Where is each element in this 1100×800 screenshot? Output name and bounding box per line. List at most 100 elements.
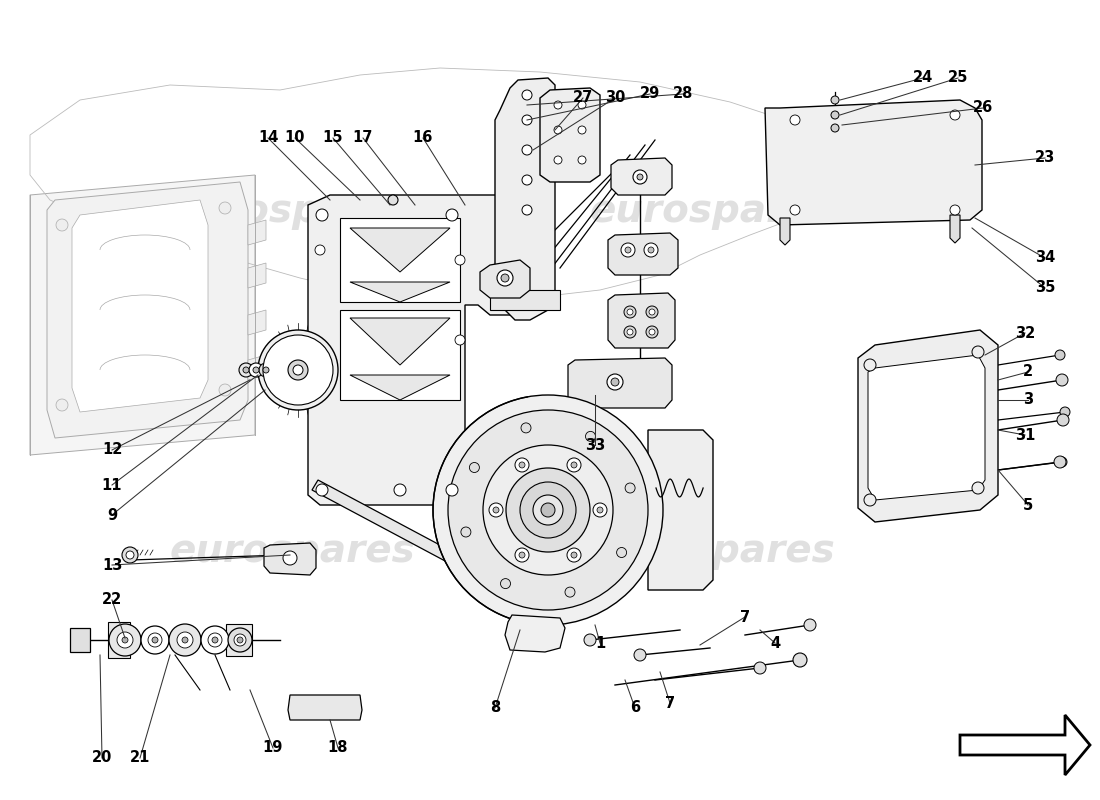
Circle shape — [1054, 456, 1066, 468]
Circle shape — [637, 174, 644, 180]
Polygon shape — [648, 430, 713, 590]
Polygon shape — [950, 215, 960, 243]
Circle shape — [1060, 407, 1070, 417]
Polygon shape — [480, 260, 530, 298]
Polygon shape — [47, 182, 248, 438]
Circle shape — [258, 330, 338, 410]
Polygon shape — [540, 88, 600, 182]
Polygon shape — [308, 195, 530, 505]
Polygon shape — [248, 220, 266, 245]
Circle shape — [790, 205, 800, 215]
Polygon shape — [264, 543, 316, 575]
Circle shape — [790, 115, 800, 125]
Circle shape — [519, 552, 525, 558]
Text: 5: 5 — [1023, 498, 1033, 513]
Circle shape — [607, 374, 623, 390]
Text: 20: 20 — [91, 750, 112, 766]
Circle shape — [830, 96, 839, 104]
Circle shape — [522, 175, 532, 185]
Circle shape — [515, 548, 529, 562]
Circle shape — [624, 326, 636, 338]
Text: eurospares: eurospares — [590, 532, 836, 570]
Polygon shape — [248, 310, 266, 335]
Circle shape — [208, 633, 222, 647]
Circle shape — [578, 156, 586, 164]
Circle shape — [541, 503, 556, 517]
Text: 15: 15 — [322, 130, 343, 146]
Circle shape — [288, 360, 308, 380]
Polygon shape — [30, 175, 255, 455]
Circle shape — [148, 633, 162, 647]
Circle shape — [566, 548, 581, 562]
Text: 6: 6 — [630, 701, 640, 715]
Circle shape — [585, 431, 595, 442]
Circle shape — [554, 156, 562, 164]
Text: 28: 28 — [673, 86, 693, 102]
Circle shape — [625, 247, 631, 253]
Circle shape — [263, 367, 270, 373]
Circle shape — [500, 274, 509, 282]
Circle shape — [448, 410, 648, 610]
Circle shape — [117, 632, 133, 648]
Text: 29: 29 — [640, 86, 660, 102]
Circle shape — [1055, 350, 1065, 360]
Circle shape — [534, 495, 563, 525]
Circle shape — [593, 503, 607, 517]
Circle shape — [1056, 374, 1068, 386]
Text: eurospares: eurospares — [170, 192, 416, 230]
Polygon shape — [248, 355, 266, 380]
Circle shape — [972, 482, 984, 494]
Polygon shape — [108, 622, 130, 658]
Polygon shape — [312, 480, 558, 618]
Circle shape — [219, 384, 231, 396]
Text: eurospares: eurospares — [590, 192, 836, 230]
Polygon shape — [495, 78, 556, 320]
Polygon shape — [858, 330, 998, 522]
Text: 18: 18 — [328, 741, 349, 755]
Circle shape — [490, 503, 503, 517]
Circle shape — [830, 124, 839, 132]
Polygon shape — [764, 100, 982, 225]
Circle shape — [228, 628, 252, 652]
Circle shape — [646, 306, 658, 318]
Circle shape — [126, 551, 134, 559]
Text: 22: 22 — [102, 593, 122, 607]
Circle shape — [578, 126, 586, 134]
Circle shape — [754, 662, 766, 674]
Text: eurospares: eurospares — [170, 532, 416, 570]
Circle shape — [470, 462, 480, 473]
Circle shape — [122, 637, 128, 643]
Circle shape — [520, 482, 576, 538]
Circle shape — [617, 547, 627, 558]
Circle shape — [1057, 457, 1067, 467]
Circle shape — [793, 653, 807, 667]
Circle shape — [554, 126, 562, 134]
Text: 17: 17 — [353, 130, 373, 146]
Circle shape — [1057, 414, 1069, 426]
Text: 10: 10 — [285, 130, 306, 146]
Text: 23: 23 — [1035, 150, 1055, 166]
Text: 34: 34 — [1035, 250, 1055, 266]
Circle shape — [554, 101, 562, 109]
Text: 2: 2 — [1023, 365, 1033, 379]
Polygon shape — [868, 355, 985, 500]
Text: 35: 35 — [1035, 281, 1055, 295]
Polygon shape — [226, 624, 252, 656]
Circle shape — [493, 507, 499, 513]
Circle shape — [446, 484, 458, 496]
Circle shape — [316, 484, 328, 496]
Circle shape — [109, 624, 141, 656]
Text: 9: 9 — [107, 507, 117, 522]
Circle shape — [506, 468, 590, 552]
Polygon shape — [608, 293, 675, 348]
Circle shape — [566, 458, 581, 472]
Circle shape — [522, 205, 532, 215]
Circle shape — [455, 335, 465, 345]
Circle shape — [950, 205, 960, 215]
Polygon shape — [505, 615, 565, 652]
Polygon shape — [248, 263, 266, 288]
Circle shape — [522, 145, 532, 155]
Circle shape — [483, 445, 613, 575]
Circle shape — [169, 624, 201, 656]
Circle shape — [864, 494, 876, 506]
